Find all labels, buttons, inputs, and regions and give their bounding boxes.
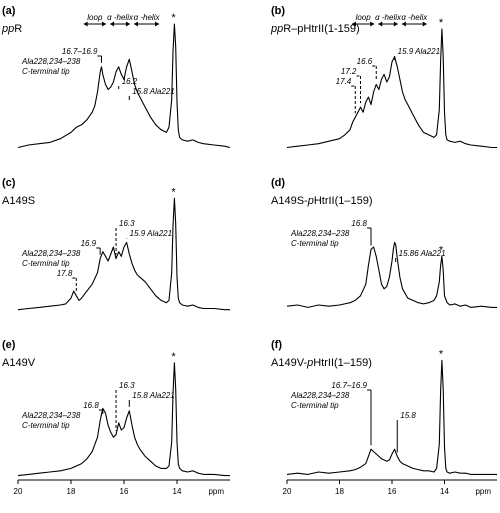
panel-b-region-arrow-head [378,21,383,27]
panel-a-letter: (a) [2,5,16,17]
panel-a-annotation: 16.7–16.9 [62,47,98,56]
panel-b-region-arrow-head [352,21,356,27]
panel-e-annotation: 15.8 Ala221 [132,391,174,400]
panel-a-region-arrow-head [133,21,138,27]
panel-b-region-label: α -helix [375,13,402,22]
panel-d-letter: (d) [271,177,285,189]
panel-f-x-tick-label: 16 [388,487,397,496]
panel-d-reference-star: * [439,244,444,256]
panel-a-annotation: 16.2 [122,77,138,86]
panel-e-x-tick-label: 16 [120,487,129,496]
panel-a-region-label: loop [87,13,103,22]
panel-e-x-tick-label: 20 [14,487,23,496]
panel-b-region-arrow-head [401,21,406,27]
panel-f-spectrum-line [286,359,497,475]
panel-f-x-tick-label: 18 [335,487,344,496]
panel-d-annotation: C-terminal tip [291,239,339,248]
panel-b-region-label: loop [356,13,372,22]
panel-a-annotation: C-terminal tip [22,67,70,76]
panel-c-annotation: 15.9 Ala221 [130,229,172,238]
panel-a-spectrum-line [17,23,231,149]
panel-e-spectrum-line [17,362,230,477]
panel-f-annotation: C-terminal tip [291,401,339,410]
panel-b-title: ppR–pHtrII(1-159) [270,23,360,35]
panel-e-x-axis-unit: ppm [208,487,224,496]
panel-b-annotation: 17.4 [336,77,352,86]
panel-a-region-arrow-head [125,21,130,27]
panel-f-annotation: Ala228,234–238 [290,391,350,400]
panel-e-reference-star: * [171,351,176,363]
panel-b-region-label: α -helix [401,13,428,22]
panel-a-annotation: 15.8 Ala221 [132,87,174,96]
panel-c-annotation: Ala228,234–238 [21,249,81,258]
panel-e-annotation: Ala228,234–238 [21,411,81,420]
panel-e-x-tick-label: 14 [173,487,182,496]
panel-a-region-arrow-head [83,21,88,27]
panel-e-annotation: 16.3 [119,381,135,390]
panel-b-annotation: 16.6 [357,57,373,66]
panel-b-region-arrow-head [422,21,427,27]
panel-b-region-arrow-head [370,21,375,27]
panel-c-title: A149S [2,195,35,207]
panel-f-reference-star: * [439,348,444,360]
panel-b-region-arrow-head [393,21,398,27]
panel-d-annotation: 16.8 [351,219,367,228]
panel-d-annotation: Ala228,234–238 [290,229,350,238]
panel-a-region-arrow-head [110,21,115,27]
panel-a-region-label: α -helix [134,13,161,22]
panel-f-x-axis-unit: ppm [475,487,491,496]
panel-a-reference-star: * [171,12,176,24]
panel-f-x-tick-label: 20 [283,487,292,496]
panel-c-annotation: C-terminal tip [22,259,70,268]
panel-a-region-arrow-head [102,21,107,27]
panel-e-title: A149V [2,357,36,369]
panel-e-letter: (e) [2,339,16,351]
panel-f-annotation: 16.7–16.9 [331,381,367,390]
panel-e-annotation: 16.8 [83,401,99,410]
panel-f-x-tick-label: 14 [440,487,449,496]
panel-a-region-label: α -helix [107,13,134,22]
panel-c-letter: (c) [2,177,16,189]
panel-c-annotation: 16.3 [119,219,135,228]
panel-a-title: ppR [1,23,22,35]
panel-f-title: A149V-pHtrII(1–159) [271,357,372,369]
panel-c-annotation: 16.9 [81,239,97,248]
panel-f-letter: (f) [271,339,282,351]
panel-b-spectrum-line [286,28,497,149]
panel-d-annotation: 15.86 Ala221 [399,249,446,258]
panel-c-annotation: 17.8 [57,269,73,278]
panel-b-annotation: 15.9 Ala221 [398,47,440,56]
panel-c-spectrum-line [17,197,230,311]
panel-a-annotation: Ala228,234–238 [21,57,81,66]
panel-d-title: A149S-pHtrII(1–159) [271,195,373,207]
panel-b-letter: (b) [271,5,285,17]
panel-e-annotation: C-terminal tip [22,421,70,430]
panel-c-reference-star: * [171,186,176,198]
panel-b-annotation: 17.2 [341,67,357,76]
panel-f-annotation: 15.8 [400,411,416,420]
panel-b-reference-star: * [439,17,444,29]
panel-d-spectrum-line [286,241,497,308]
panel-e-x-tick-label: 18 [67,487,76,496]
panel-a-region-arrow-head [155,21,160,27]
